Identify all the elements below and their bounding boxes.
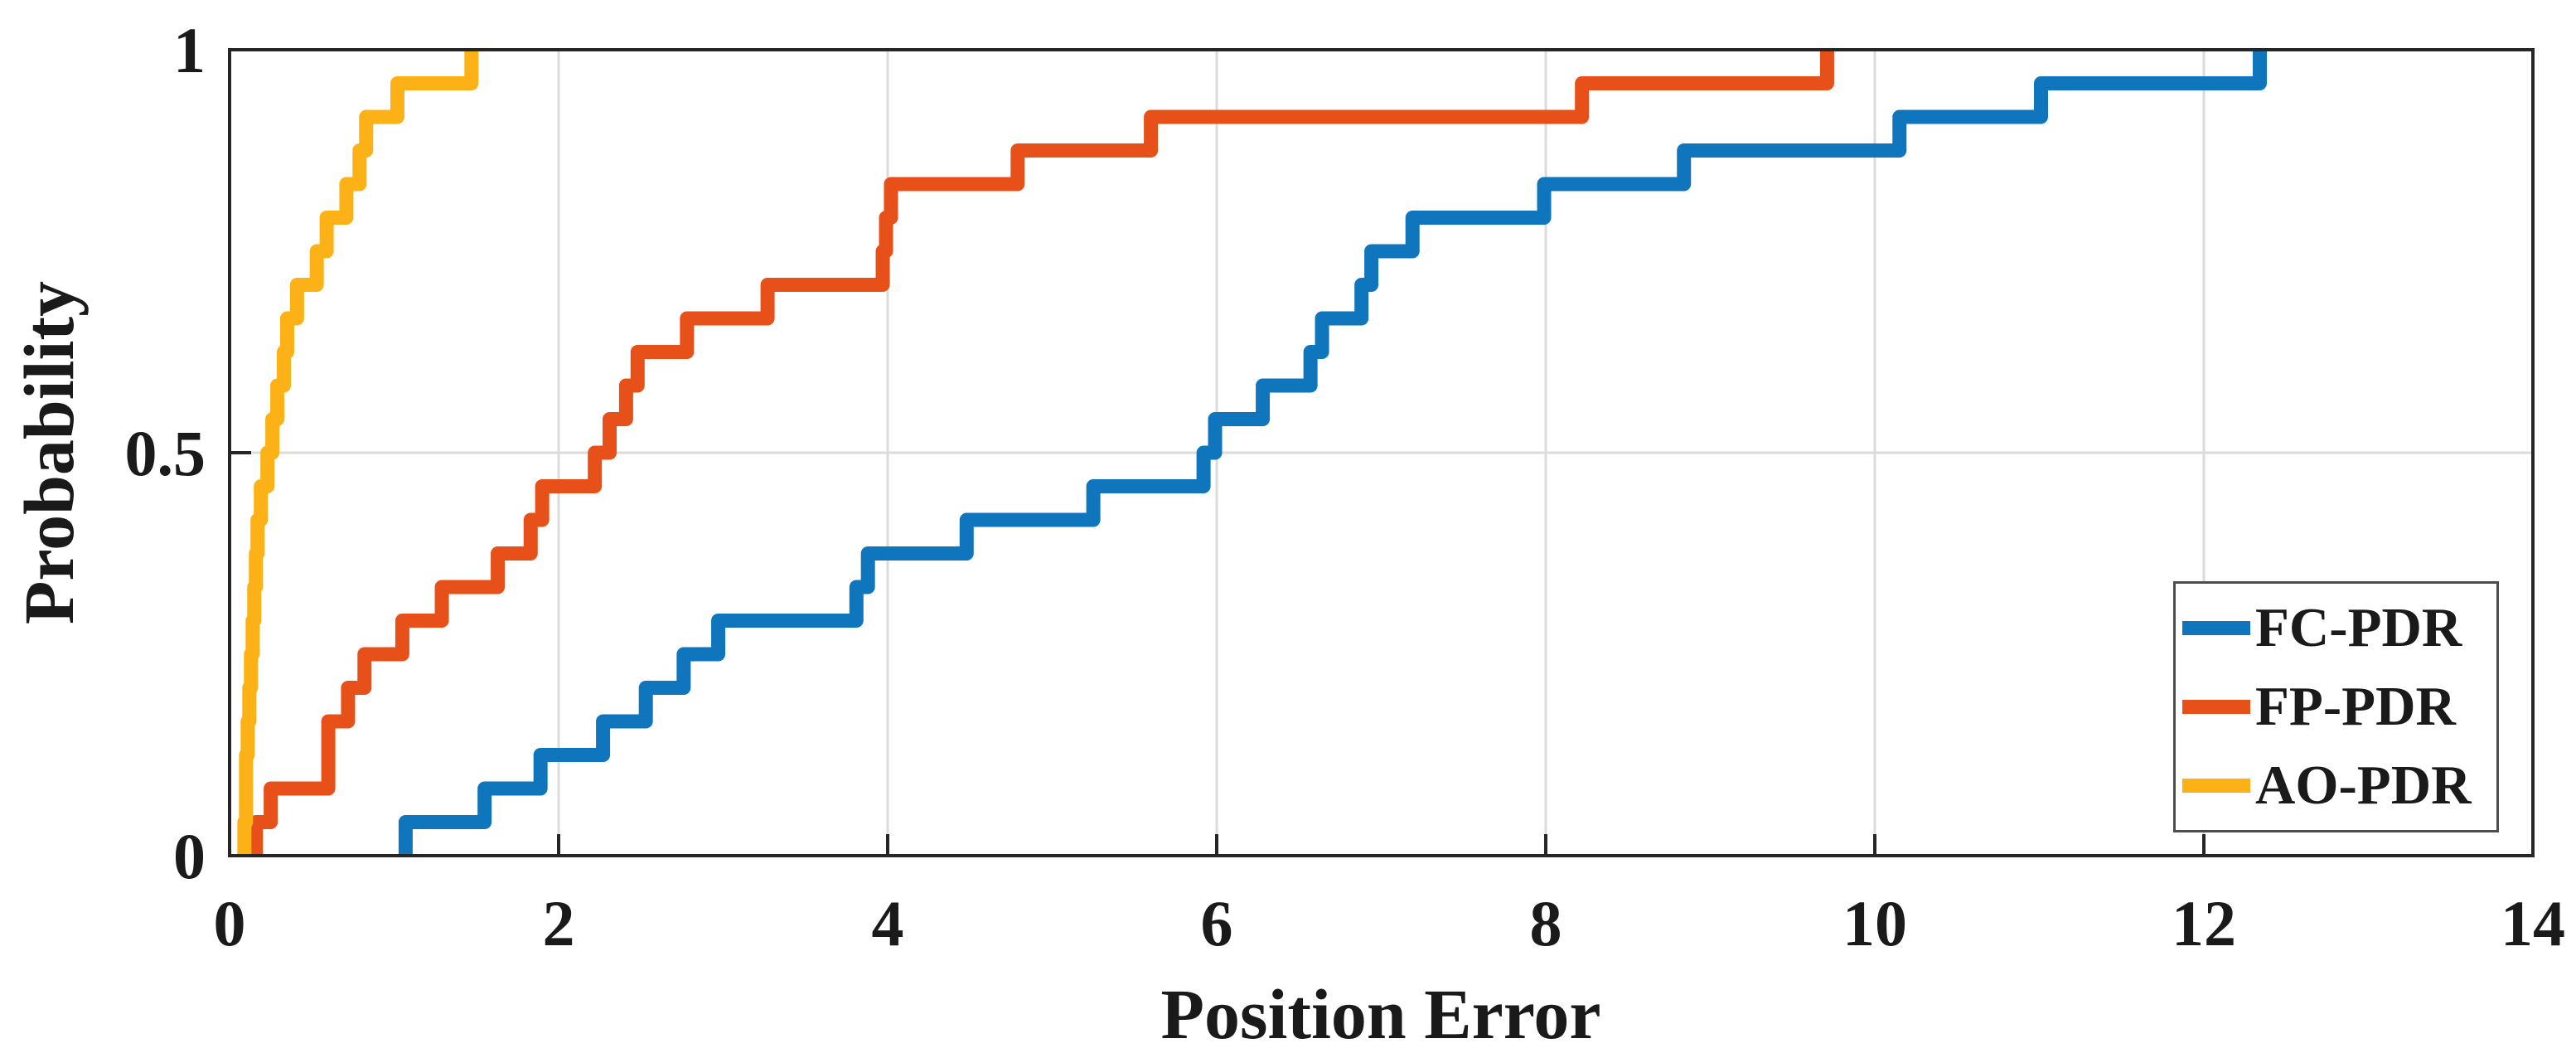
fp-pdr-line-swatch [2182, 700, 2250, 714]
fc-pdr-line-swatch [2182, 621, 2250, 635]
y-axis-label: Probability [9, 281, 89, 624]
legend-label-ao-pdr: AO-PDR [2255, 755, 2472, 816]
x-tick-label-4: 4 [872, 887, 904, 959]
y-tick-label-0: 0 [173, 820, 206, 892]
legend-label-fc-pdr: FC-PDR [2255, 597, 2462, 658]
x-tick-label-0: 0 [214, 887, 246, 959]
y-tick-label-0.5: 0.5 [125, 417, 206, 489]
legend-row-fc-pdr: FC-PDR [2182, 590, 2496, 667]
ao-pdr-curve [237, 50, 479, 856]
x-tick-label-12: 12 [2172, 887, 2236, 959]
legend-label-fp-pdr: FP-PDR [2255, 676, 2456, 737]
legend-row-fp-pdr: FP-PDR [2182, 669, 2496, 745]
fc-pdr-curve [398, 50, 2267, 856]
x-tick-label-10: 10 [1842, 887, 1907, 959]
legend-row-ao-pdr: AO-PDR [2182, 748, 2496, 824]
x-tick-label-2: 2 [543, 887, 575, 959]
x-tick-label-14: 14 [2501, 887, 2565, 959]
series-curves [237, 50, 2267, 856]
x-axis-label: Position Error [1160, 974, 1600, 1054]
y-tick-label-1: 1 [173, 14, 206, 86]
tick-labels: 0 2 4 6 8 10 12 14 0 0.5 1 [125, 14, 2566, 959]
tick-marks [228, 48, 2535, 857]
x-tick-label-6: 6 [1201, 887, 1233, 959]
ao-pdr-line-swatch [2182, 779, 2250, 793]
legend: FC-PDR FP-PDR AO-PDR [2173, 581, 2499, 832]
x-tick-label-8: 8 [1530, 887, 1562, 959]
fp-pdr-curve [249, 50, 1834, 856]
